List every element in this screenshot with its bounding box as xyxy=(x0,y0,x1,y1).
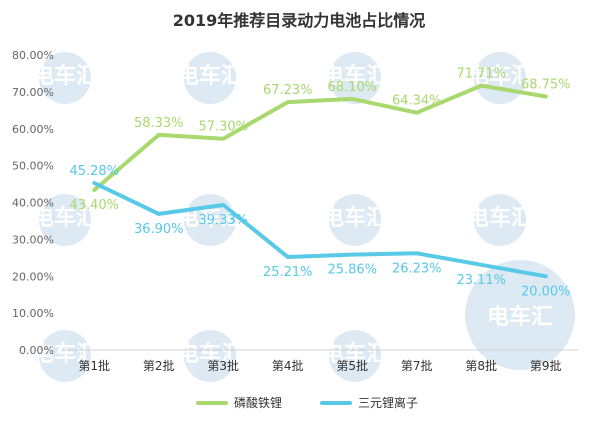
data-label: 57.30% xyxy=(198,120,248,135)
legend-item: 磷酸铁锂 xyxy=(196,395,282,410)
watermark-logo: 电车汇 xyxy=(322,330,388,382)
x-tick-label: 第4批 xyxy=(272,358,304,373)
legend-item: 三元锂离子 xyxy=(320,395,418,410)
watermark-logo: 电车汇 xyxy=(465,260,575,370)
y-tick-label: 20.00% xyxy=(12,270,54,283)
x-tick-label: 第5批 xyxy=(336,358,368,373)
data-label: 68.10% xyxy=(327,80,377,95)
svg-text:电车汇: 电车汇 xyxy=(177,341,243,367)
data-label: 67.23% xyxy=(263,83,313,98)
data-label: 39.33% xyxy=(198,213,248,228)
watermark-logo: 电车汇 xyxy=(322,52,388,104)
data-label: 26.23% xyxy=(392,261,442,276)
data-label: 43.40% xyxy=(69,198,119,213)
watermark-logo: 电车汇 xyxy=(32,194,98,246)
data-labels: 43.40% 58.33% 57.30% 67.23% 68.10% 64.34% 71.7… xyxy=(69,67,570,300)
svg-text:电车汇: 电车汇 xyxy=(177,63,243,89)
legend-label: 磷酸铁锂 xyxy=(234,395,282,410)
svg-text:电车汇: 电车汇 xyxy=(322,205,388,231)
svg-text:电车汇: 电车汇 xyxy=(487,304,553,330)
y-tick-label: 40.00% xyxy=(12,197,54,210)
y-tick-label: 10.00% xyxy=(12,307,54,320)
x-tick-label: 第7批 xyxy=(401,358,433,373)
svg-text:电车汇: 电车汇 xyxy=(322,63,388,89)
y-axis: 0.00% 10.00% 20.00% 30.00% 40.00% 50.00% 60.00… xyxy=(12,49,54,357)
svg-text:电车汇: 电车汇 xyxy=(32,341,98,367)
watermark-logo: 电车汇 xyxy=(322,194,388,246)
data-label: 23.11% xyxy=(456,273,506,288)
watermark-logo: 电车汇 xyxy=(177,330,243,382)
data-label: 20.00% xyxy=(521,284,571,299)
data-label: 64.34% xyxy=(392,94,442,109)
data-label: 45.28% xyxy=(69,164,119,179)
x-axis: 第1批 第2批 第3批 第4批 第5批 第7批 第8批 第9批 xyxy=(78,358,561,373)
x-tick-label: 第1批 xyxy=(78,358,110,373)
y-tick-label: 30.00% xyxy=(12,233,54,246)
svg-text:电车汇: 电车汇 xyxy=(32,205,98,231)
watermark-logo: 电车汇 xyxy=(177,52,243,104)
y-tick-label: 0.00% xyxy=(19,344,54,357)
svg-text:电车汇: 电车汇 xyxy=(32,63,98,89)
watermark-logo: 电车汇 xyxy=(467,194,533,246)
data-label: 71.71% xyxy=(456,67,506,82)
x-tick-label: 第9批 xyxy=(530,358,562,373)
x-tick-label: 第3批 xyxy=(207,358,239,373)
y-tick-label: 50.00% xyxy=(12,160,54,173)
data-label: 25.86% xyxy=(327,263,377,278)
data-label: 68.75% xyxy=(521,77,571,92)
watermark-logo: 电车汇 xyxy=(32,52,98,104)
y-tick-label: 80.00% xyxy=(12,49,54,62)
data-label: 36.90% xyxy=(134,222,184,237)
watermark-logo: 电车汇 xyxy=(32,330,98,382)
data-label: 25.21% xyxy=(263,265,313,280)
series-line-0 xyxy=(92,83,548,192)
x-tick-label: 第8批 xyxy=(465,358,497,373)
y-tick-label: 70.00% xyxy=(12,86,54,99)
chart-title: 2019年推荐目录动力电池占比情况 xyxy=(173,11,426,30)
legend-label: 三元锂离子 xyxy=(358,395,418,410)
x-tick-label: 第2批 xyxy=(143,358,175,373)
svg-text:电车汇: 电车汇 xyxy=(467,205,533,231)
series-line-1 xyxy=(92,181,548,279)
svg-text:电车汇: 电车汇 xyxy=(467,63,533,89)
y-tick-label: 60.00% xyxy=(12,123,54,136)
legend: 磷酸铁锂 三元锂离子 xyxy=(196,395,418,410)
svg-text:电车汇: 电车汇 xyxy=(322,341,388,367)
data-label: 58.33% xyxy=(134,116,184,131)
series-layer xyxy=(92,83,548,279)
